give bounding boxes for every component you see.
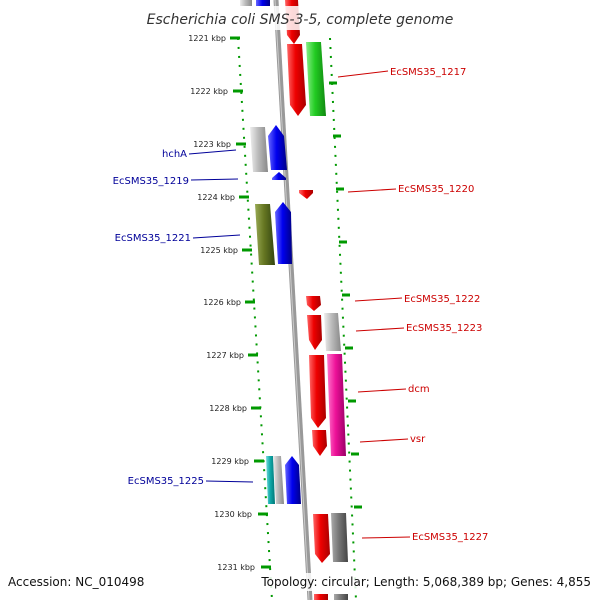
genome-backbone	[273, 0, 313, 600]
gene-ecsms35-1225[interactable]	[273, 456, 284, 504]
gene-ecsms35-1223[interactable]	[324, 313, 341, 351]
right-track-ticks	[329, 81, 362, 509]
kbp-label-1228: 1228 kbp	[209, 404, 247, 413]
gene-ecsms35-1217[interactable]	[287, 44, 306, 116]
gene-ecsms35-1222[interactable]	[306, 296, 321, 311]
title-background	[140, 6, 462, 30]
footer-accession: Accession: NC_010498	[8, 575, 144, 589]
gene-ecsms35-1223-red[interactable]	[307, 315, 322, 350]
kbp-label-1229: 1229 kbp	[211, 457, 249, 466]
footer-topology-background	[260, 573, 594, 591]
footer-accession-background	[6, 573, 148, 591]
gene-ecsms35-1220[interactable]	[299, 190, 313, 199]
gene-ecsms35-1227-dark[interactable]	[331, 513, 348, 562]
gene-label-ecsms35-1223[interactable]: EcSMS35_1223	[406, 323, 482, 334]
gene-ecsms35-1221[interactable]	[275, 202, 292, 264]
gene-ecsms35-1227[interactable]	[313, 514, 330, 563]
gene-hcha[interactable]	[268, 125, 287, 170]
gene-label-ecsms35-1225[interactable]: EcSMS35_1225	[128, 476, 204, 487]
gene-label-ecsms35-1222[interactable]: EcSMS35_1222	[404, 294, 480, 305]
kbp-label-1224: 1224 kbp	[197, 193, 235, 202]
leader-lines	[188, 70, 411, 539]
kbp-label-1230: 1230 kbp	[214, 510, 252, 519]
gene-dcm[interactable]	[309, 355, 326, 428]
gene-label-ecsms35-1220[interactable]: EcSMS35_1220	[398, 184, 474, 195]
gene-cyan-1225[interactable]	[266, 456, 275, 504]
kbp-ticks	[230, 36, 271, 569]
footer-topology: Topology: circular; Length: 5,068,389 bp…	[260, 575, 591, 589]
genome-backbone-highlight	[274, 0, 310, 600]
gene-dcm-magenta[interactable]	[327, 354, 346, 456]
gene-green-1217-neighbor[interactable]	[306, 42, 326, 116]
kbp-label-1226: 1226 kbp	[203, 298, 241, 307]
kbp-label-1225: 1225 kbp	[200, 246, 238, 255]
gene-label-ecsms35-1227[interactable]: EcSMS35_1227	[412, 532, 488, 543]
gene-gray-hcha[interactable]	[250, 127, 268, 172]
map-title: Escherichia coli SMS-3-5, complete genom…	[147, 12, 454, 28]
kbp-label-1223: 1223 kbp	[193, 140, 231, 149]
gene-ecsms35-1219[interactable]	[272, 172, 286, 180]
gene-label-ecsms35-1221[interactable]: EcSMS35_1221	[115, 233, 191, 244]
gene-vsr[interactable]	[312, 430, 327, 456]
gene-labels: EcSMS35_1217 hchA EcSMS35_1219 EcSMS35_1…	[113, 67, 489, 543]
left-track-dotted-line	[237, 37, 273, 600]
kbp-label-1221: 1221 kbp	[188, 34, 226, 43]
gene-bottom-red-partial[interactable]	[314, 594, 328, 600]
gene-olive-1221[interactable]	[255, 204, 275, 265]
gene-label-hcha[interactable]: hchA	[162, 149, 187, 160]
gene-blue-1225-neighbor[interactable]	[285, 456, 301, 504]
gene-top-gray-partial[interactable]	[240, 0, 252, 6]
kbp-label-1231: 1231 kbp	[217, 563, 255, 572]
gene-top-blue-partial[interactable]	[256, 0, 270, 6]
right-track-dotted-line	[329, 37, 357, 600]
kbp-labels: 1221 kbp 1222 kbp 1223 kbp 1224 kbp 1225…	[188, 34, 255, 572]
gene-bottom-gray-partial[interactable]	[334, 594, 348, 600]
kbp-label-1222: 1222 kbp	[190, 87, 228, 96]
kbp-label-1227: 1227 kbp	[206, 351, 244, 360]
gene-label-vsr[interactable]: vsr	[410, 434, 426, 445]
gene-label-dcm[interactable]: dcm	[408, 384, 430, 395]
gene-label-ecsms35-1219[interactable]: EcSMS35_1219	[113, 176, 189, 187]
gene-label-ecsms35-1217[interactable]: EcSMS35_1217	[390, 67, 466, 78]
